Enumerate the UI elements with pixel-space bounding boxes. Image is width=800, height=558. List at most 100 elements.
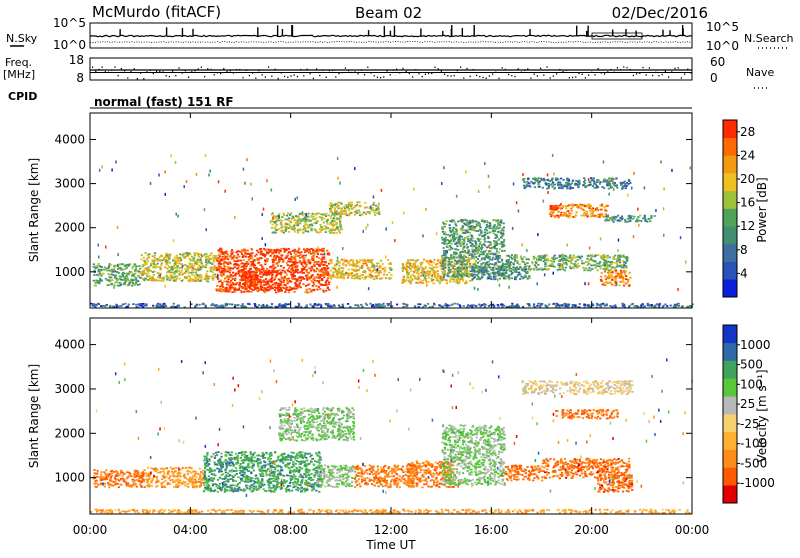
nave-point [153, 73, 154, 74]
echo-cell [540, 259, 542, 261]
echo-cell [334, 268, 336, 270]
echo-cell [126, 267, 128, 269]
echo-cell [443, 247, 445, 249]
echo-cell [260, 250, 262, 252]
echo-cell [446, 243, 448, 245]
echo-cell [322, 272, 324, 274]
echo-cell [541, 269, 543, 271]
echo-cell [492, 304, 494, 306]
echo-cell [347, 272, 349, 274]
echo-cell [553, 215, 555, 217]
nave-point [607, 71, 608, 72]
echo-cell [314, 280, 316, 282]
echo-cell [325, 215, 327, 217]
echo-cell [616, 260, 618, 262]
echo-cell [164, 304, 166, 306]
echo-cell [291, 256, 293, 258]
echo-cell [273, 259, 275, 261]
echo-cell [166, 268, 168, 270]
nave-point [674, 68, 675, 69]
echo-cell [228, 290, 230, 292]
nave-point [671, 71, 672, 72]
echo-cell [260, 257, 262, 259]
echo-cell [484, 257, 486, 259]
echo-cell [142, 266, 144, 268]
nave-point [306, 69, 307, 70]
echo-cell [527, 262, 529, 264]
echo-cell [445, 234, 447, 236]
echo-cell [634, 305, 636, 307]
echo-cell [223, 268, 225, 270]
echo-cell [419, 281, 421, 283]
echo-cell [421, 269, 423, 271]
echo-cell [406, 305, 408, 307]
echo-cell [444, 273, 446, 275]
echo-cell [209, 262, 211, 264]
echo-cell [473, 221, 475, 223]
echo-cell [359, 205, 361, 207]
echo-cell [356, 260, 358, 262]
echo-cell [443, 241, 445, 243]
echo-cell [118, 305, 120, 307]
echo-cell [569, 255, 571, 257]
echo-cell [218, 265, 220, 267]
echo-cell [588, 259, 590, 261]
echo-cell [309, 304, 311, 306]
echo-cell [312, 282, 314, 284]
echo-cell [258, 289, 260, 291]
echo-cell [277, 249, 279, 251]
echo-cell [319, 231, 321, 233]
echo-cell [161, 259, 163, 261]
echo-cell [437, 270, 439, 272]
echo-cell [444, 279, 446, 281]
nave-point [246, 70, 247, 71]
echo-cell [572, 204, 574, 206]
nave-point [118, 75, 119, 76]
echo-cell [326, 271, 328, 273]
echo-cell [217, 258, 219, 260]
echo-cell [488, 305, 490, 307]
echo-cell [431, 278, 433, 280]
echo-cell [271, 214, 273, 216]
echo-cell [600, 268, 602, 270]
echo-cell [188, 271, 190, 273]
echo-cell [266, 268, 268, 270]
nave-point [418, 73, 419, 74]
echo-cell [367, 261, 369, 263]
echo-cell [204, 305, 206, 307]
echo-cell [288, 251, 290, 253]
echo-cell [331, 232, 333, 234]
echo-cell [331, 224, 333, 226]
echo-cell [483, 251, 485, 253]
echo-cell [527, 303, 529, 305]
echo-cell [143, 257, 145, 259]
echo-cell [458, 268, 460, 270]
nave-point [425, 74, 426, 75]
echo-cell [481, 304, 483, 306]
echo-cell [271, 275, 273, 277]
echo-cell [262, 281, 264, 283]
echo-cell [284, 291, 286, 293]
echo-cell [486, 224, 488, 226]
nave-point [319, 75, 320, 76]
echo-cell [110, 264, 112, 266]
echo-cell [453, 231, 455, 233]
echo-cell [334, 207, 336, 209]
echo-cell [405, 304, 407, 306]
echo-cell [237, 254, 239, 256]
echo-cell [344, 207, 346, 209]
echo-cell [328, 289, 330, 291]
echo-cell [272, 288, 274, 290]
echo-cell [463, 232, 465, 234]
echo-cell [280, 272, 282, 274]
echo-cell [467, 257, 469, 259]
echo-cell [359, 259, 361, 261]
echo-cell [522, 306, 524, 308]
echo-cell [243, 286, 245, 288]
echo-cell [156, 266, 158, 268]
echo-cell [410, 270, 412, 272]
echo-cell [277, 273, 279, 275]
nave-point [207, 68, 208, 69]
echo-cell [263, 280, 265, 282]
echo-cell [246, 253, 248, 255]
